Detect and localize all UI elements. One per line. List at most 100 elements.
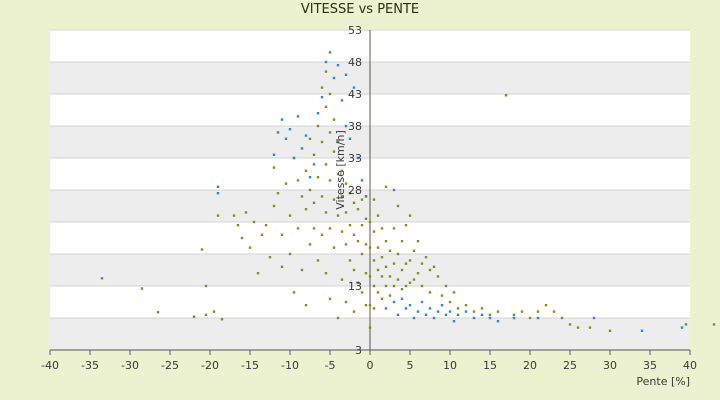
data-point [284,182,288,185]
data-point-blue [480,313,484,316]
data-point [432,265,436,268]
data-point [364,272,368,275]
data-point [416,272,420,275]
data-point-blue [324,60,328,64]
data-point [192,315,196,318]
data-point [560,316,564,320]
data-point [400,240,404,243]
data-point [304,208,308,211]
data-point [340,195,344,198]
data-point [244,211,248,214]
data-point [356,240,360,243]
data-point [372,230,376,233]
data-point [352,201,356,204]
data-point [328,131,332,134]
x-tick-label: -35 [81,359,99,372]
data-point [368,220,372,224]
data-point [260,233,264,236]
data-point [372,307,376,310]
data-point-blue [296,115,300,118]
data-point [312,153,316,156]
data-point-blue [448,310,452,313]
data-point [444,284,448,288]
data-point [300,195,304,198]
data-point-blue [440,304,444,307]
data-point-blue [300,147,304,150]
data-point-blue [496,320,500,323]
data-point-blue [488,316,492,320]
data-point [408,281,412,284]
data-point [360,291,364,294]
data-point [376,268,380,272]
data-point-blue [396,313,400,316]
data-point [488,313,492,316]
x-axis-label: Pente [%] [636,375,690,388]
data-point [588,326,592,329]
data-point [332,246,336,249]
data-point [316,124,320,128]
data-point [388,294,392,297]
data-point [324,105,328,108]
data-point [384,240,388,243]
data-point [220,318,224,321]
data-point [332,198,336,201]
data-point [344,182,348,185]
y-tick-label: 28 [348,184,362,197]
data-point-blue [216,192,220,195]
data-point [348,224,352,227]
data-point-blue [412,316,416,320]
data-point [356,281,360,284]
data-point [380,227,384,230]
data-point [252,220,256,224]
data-point [436,275,440,278]
data-point [280,233,284,236]
data-point [496,310,500,313]
data-point [376,246,380,249]
data-point [324,70,328,73]
data-point [420,262,424,265]
data-point [372,198,376,201]
data-point [384,284,388,288]
data-point [320,233,324,236]
data-point [276,192,280,195]
data-point [452,291,456,294]
data-point [368,304,372,307]
data-point [320,140,324,144]
data-point [336,172,340,176]
data-point [368,246,372,249]
data-point [504,94,508,97]
data-point [364,304,368,307]
x-tick-label: -5 [325,359,336,372]
data-point-blue [424,313,428,316]
data-point-blue [304,134,308,137]
data-point [512,313,516,316]
data-point [312,227,316,230]
data-point [464,304,468,307]
data-point-blue [416,310,420,313]
data-point [360,224,364,227]
data-point-blue [356,156,360,160]
data-point-blue [640,329,644,332]
data-point [396,204,400,208]
chart-title: VITESSE vs PENTE [300,2,420,17]
data-point [480,307,484,310]
data-point [328,227,332,230]
y-tick-label: 13 [348,280,362,293]
data-point [520,310,524,313]
y-tick-label: 33 [348,152,362,165]
data-point-blue [472,316,476,320]
data-point [388,275,392,278]
x-tick-label: 40 [683,359,697,372]
data-point [536,310,540,313]
data-point [204,313,208,316]
x-tick-label: -10 [281,359,299,372]
data-point [304,169,308,172]
data-point [288,214,292,217]
data-point [324,272,328,275]
data-point-blue [312,163,316,166]
data-point [400,288,404,291]
data-point [368,326,372,329]
y-tick-label: 53 [348,24,362,37]
data-point [420,284,424,288]
data-point [320,86,324,89]
